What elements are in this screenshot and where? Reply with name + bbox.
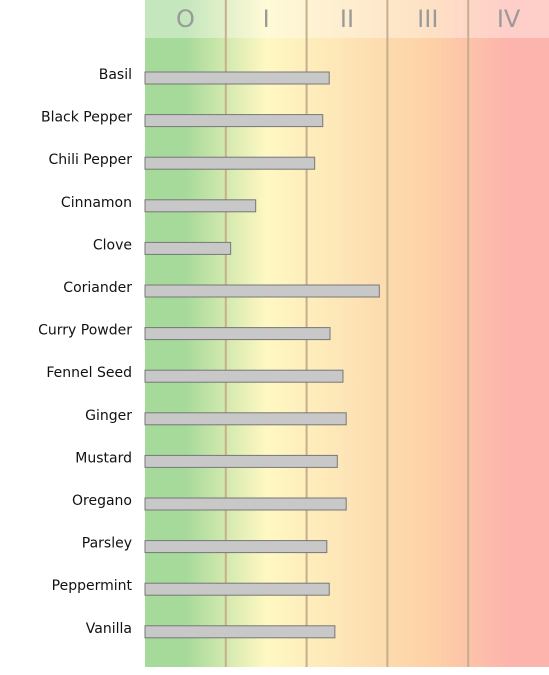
zone-label: III (417, 5, 438, 33)
category-label: Oregano (72, 493, 132, 509)
category-label: Cinnamon (61, 195, 132, 211)
category-label: Vanilla (86, 621, 132, 637)
category-label: Parsley (82, 536, 132, 552)
zone-label: O (176, 5, 195, 33)
zone-label: II (340, 5, 354, 33)
category-label: Clove (93, 237, 132, 253)
category-label: Chili Pepper (49, 152, 133, 168)
bar (144, 625, 336, 639)
bar (144, 156, 316, 170)
category-label: Coriander (63, 280, 132, 296)
bar (144, 71, 330, 85)
bar (144, 284, 380, 298)
category-label: Ginger (85, 408, 132, 424)
bar (144, 241, 232, 255)
bar (144, 114, 324, 128)
category-label: Mustard (75, 450, 132, 466)
bar (144, 412, 347, 426)
bar (144, 497, 347, 511)
category-label: Curry Powder (38, 323, 132, 339)
category-label: Peppermint (52, 578, 133, 594)
zone-label: IV (497, 5, 521, 33)
bar (144, 454, 338, 468)
category-label: Basil (99, 67, 132, 83)
bar (144, 327, 331, 341)
bar (144, 199, 257, 213)
category-label: Fennel Seed (46, 365, 132, 381)
bar (144, 369, 344, 383)
bar (144, 582, 330, 596)
zone-label: I (263, 5, 270, 33)
category-label: Black Pepper (41, 110, 132, 126)
header-band (145, 0, 549, 38)
bar (144, 540, 328, 554)
